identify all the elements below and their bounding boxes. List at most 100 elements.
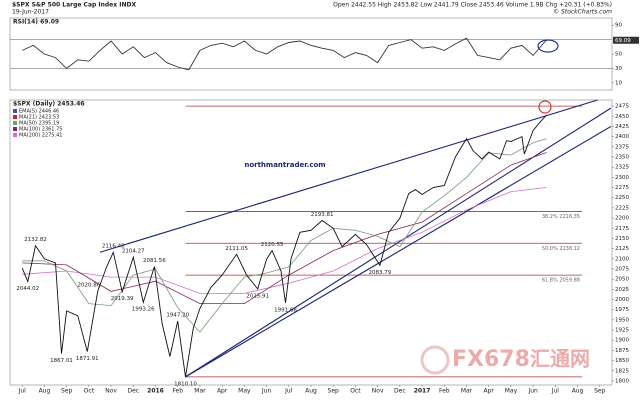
legend-swatch bbox=[13, 127, 17, 131]
last-value-box bbox=[613, 36, 639, 44]
x-tick-label: Nov bbox=[372, 388, 384, 395]
series-line bbox=[22, 37, 547, 71]
x-tick-label: 2017 bbox=[414, 388, 431, 395]
x-tick-label: Jul bbox=[284, 388, 293, 395]
price-annotation: 2020.86 bbox=[77, 283, 100, 289]
watermark-name: 汇通网 bbox=[530, 347, 590, 371]
y-tick-label: 30 bbox=[615, 66, 622, 72]
y-tick-label: 1875 bbox=[615, 348, 629, 354]
site-label: northmantrader.com bbox=[244, 161, 325, 169]
y-tick-label: 2225 bbox=[615, 205, 629, 211]
fib-label: 38.2% 2216.35 bbox=[542, 214, 580, 220]
y-tick-label: 2450 bbox=[615, 114, 629, 120]
panel-title: $SPX (Daily) 2453.46 bbox=[13, 101, 85, 108]
legend-label: MA(200) 2275.41 bbox=[19, 133, 62, 139]
y-tick-label: 2400 bbox=[615, 134, 629, 140]
panel-title: RSI(14) 69.09 bbox=[13, 19, 59, 26]
x-tick-label: Feb bbox=[439, 388, 450, 395]
price-annotation: 2116.48 bbox=[102, 244, 125, 250]
symbol: $SPX S&P 500 Large Cap Index INDX bbox=[12, 2, 136, 9]
price-annotation: 1991.68 bbox=[274, 307, 297, 313]
x-tick-label: Feb bbox=[172, 388, 183, 395]
y-tick-label: 1800 bbox=[615, 378, 629, 384]
price-annotation: 2025.91 bbox=[246, 293, 269, 299]
price-annotation: 2019.39 bbox=[111, 296, 134, 302]
y-tick-label: 2125 bbox=[615, 246, 629, 252]
x-tick-label: May bbox=[505, 388, 518, 395]
price-annotation: 2081.56 bbox=[143, 258, 166, 264]
y-tick-label: 2350 bbox=[615, 155, 629, 161]
x-tick-label: Dec bbox=[394, 388, 406, 395]
y-tick-label: 2075 bbox=[615, 266, 629, 272]
price-annotation: 1947.20 bbox=[166, 312, 189, 318]
x-tick-label: Dec bbox=[127, 388, 139, 395]
x-tick-label: Jun bbox=[527, 388, 538, 395]
x-tick-label: Mar bbox=[194, 388, 206, 395]
source: © StockCharts.com bbox=[553, 9, 612, 16]
legend-label: MA(100) 2361.75 bbox=[19, 127, 62, 133]
y-tick-label: 2325 bbox=[615, 165, 629, 171]
x-tick-label: Mar bbox=[461, 388, 473, 395]
y-tick-label: 2000 bbox=[615, 297, 629, 303]
x-tick-label: Sep bbox=[594, 388, 606, 395]
trendline bbox=[99, 99, 598, 253]
y-tick-label: 1825 bbox=[615, 368, 629, 374]
x-tick-label: Apr bbox=[217, 388, 228, 395]
legend-swatch bbox=[13, 121, 17, 125]
price-annotation: 2111.05 bbox=[225, 246, 248, 252]
y-tick-label: 2275 bbox=[615, 185, 629, 191]
x-tick-label: Jul bbox=[551, 388, 560, 395]
y-tick-label: 2100 bbox=[615, 256, 629, 262]
legend-swatch bbox=[13, 109, 17, 113]
fib-label: 50.0% 2138.12 bbox=[542, 246, 580, 252]
y-tick-label: 2050 bbox=[615, 277, 629, 283]
price-annotation: 2083.79 bbox=[368, 270, 391, 276]
legend-label: MA(21) 2423.53 bbox=[19, 115, 59, 121]
price-annotation: 2132.82 bbox=[24, 237, 47, 243]
x-tick-label: Sep bbox=[61, 388, 73, 395]
x-tick-label: Aug bbox=[572, 388, 584, 395]
quote: Open 2442.55 High 2453.82 Low 2441.79 Cl… bbox=[333, 2, 612, 9]
price-annotation: 1871.91 bbox=[76, 356, 99, 362]
y-tick-label: 1975 bbox=[615, 307, 629, 313]
y-tick-label: 2375 bbox=[615, 144, 629, 150]
x-tick-label: Oct bbox=[84, 388, 95, 395]
y-tick-label: 1900 bbox=[615, 338, 629, 344]
price-annotation: 1867.01 bbox=[50, 358, 73, 364]
rsi-highlight bbox=[537, 39, 559, 53]
price-annotation: 2193.81 bbox=[311, 212, 334, 218]
y-tick-label: 2300 bbox=[615, 175, 629, 181]
series-line bbox=[21, 114, 547, 377]
price-annotation: 2044.02 bbox=[16, 286, 39, 292]
y-tick-label: 1850 bbox=[615, 358, 629, 364]
watermark-brand: FX678 bbox=[452, 347, 530, 372]
x-tick-label: Oct bbox=[350, 388, 361, 395]
x-tick-label: Nov bbox=[105, 388, 117, 395]
y-tick-label: 10 bbox=[615, 80, 622, 86]
watermark-logo bbox=[420, 345, 450, 375]
price-annotation: 1993.26 bbox=[132, 307, 155, 313]
legend-label: EMA(5) 2446.46 bbox=[19, 109, 59, 115]
x-tick-label: Apr bbox=[484, 388, 495, 395]
watermark: FX678 汇通网 bbox=[420, 345, 590, 375]
price-annotation: 1810.10 bbox=[174, 381, 197, 387]
x-tick-label: Aug bbox=[305, 388, 317, 395]
trendline bbox=[185, 125, 612, 378]
y-tick-label: 2200 bbox=[615, 216, 629, 222]
fib-label: 61.8% 2059.88 bbox=[542, 278, 580, 284]
x-tick-label: Jul bbox=[18, 388, 27, 395]
price-annotation: 2104.27 bbox=[122, 249, 145, 255]
y-tick-label: 90 bbox=[615, 23, 622, 29]
y-tick-label: 2150 bbox=[615, 236, 629, 242]
y-tick-label: 2425 bbox=[615, 124, 629, 130]
last-value: 69.09 bbox=[615, 38, 631, 44]
y-tick-label: 1925 bbox=[615, 328, 629, 334]
x-tick-label: Aug bbox=[39, 388, 51, 395]
series-line bbox=[22, 138, 547, 333]
price-highlight bbox=[538, 100, 552, 114]
legend-label: MA(50) 2395.19 bbox=[19, 121, 59, 127]
x-tick-label: Sep bbox=[328, 388, 340, 395]
trendline bbox=[185, 107, 612, 378]
